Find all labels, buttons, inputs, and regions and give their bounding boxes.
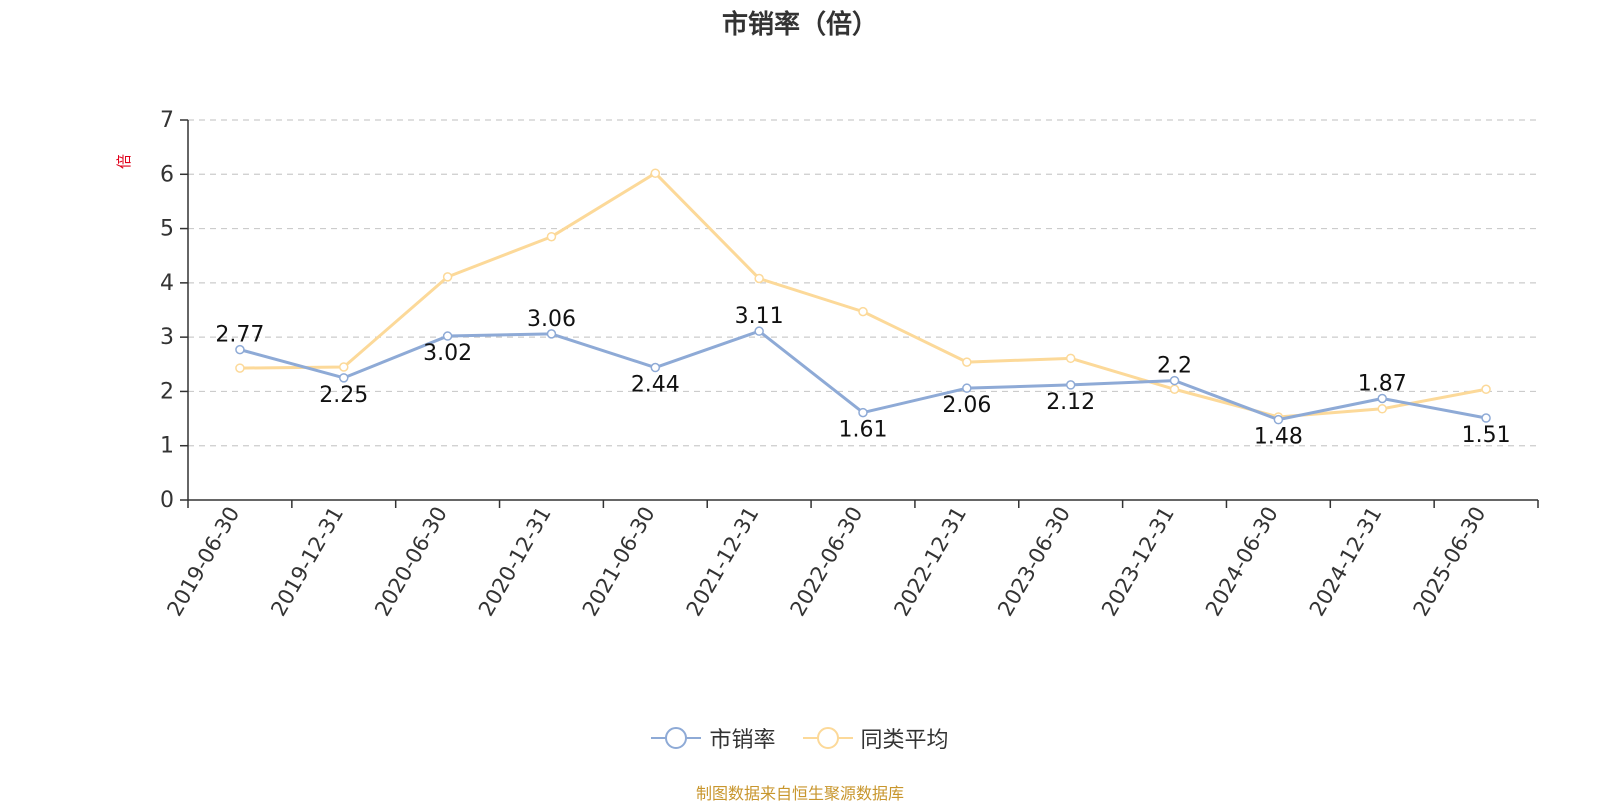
y-tick-label: 7 [160,108,174,133]
x-tick-label: 2025-06-30 [1409,503,1491,621]
data-label-series-0: 3.06 [527,307,576,332]
data-point-series-1 [754,273,764,284]
x-tick-label: 2020-06-30 [370,502,452,620]
data-label-series-0: 2.44 [631,373,680,398]
data-point-series-0 [962,383,972,393]
x-tick-label: 2020-12-31 [474,503,556,621]
data-point-series-1 [235,363,245,373]
data-label-series-0: 2.12 [1046,390,1095,415]
y-tick-label: 3 [160,325,174,350]
data-point-series-0 [858,407,868,418]
data-point-series-0 [1481,413,1491,423]
data-label-series-0: 1.61 [839,418,888,443]
y-tick-label: 6 [160,162,174,187]
data-point-series-0 [235,344,245,355]
data-point-series-1 [1169,384,1180,395]
data-point-series-0 [1065,380,1076,390]
x-tick-label: 2021-06-30 [578,503,660,621]
data-point-series-1 [1481,384,1491,395]
x-tick-label: 2023-12-31 [1097,503,1179,621]
data-point-series-1 [339,362,349,372]
legend-item-series-1[interactable]: 同类平均 [802,722,949,754]
data-point-series-0 [754,326,764,336]
chart-title: 市销率（倍） [721,10,878,40]
data-point-series-1 [962,357,972,367]
legend-item-series-0[interactable]: 市销率 [651,722,776,754]
x-tick-label: 2024-06-30 [1201,503,1283,621]
x-tick-label: 2022-12-31 [889,503,971,621]
data-point-series-0 [1273,414,1284,425]
source-note: 制图数据来自恒生聚源数据库 [695,784,904,803]
data-point-series-0 [546,329,557,339]
data-point-series-0 [1377,393,1387,404]
data-point-series-0 [1169,375,1180,386]
x-tick-label: 2019-06-30 [162,503,244,621]
data-point-series-0 [339,373,349,383]
data-label-series-0: 1.48 [1254,425,1303,450]
series-line-1 [239,171,1487,419]
data-point-series-1 [1377,404,1387,414]
x-tick-label: 2023-06-30 [993,503,1075,621]
data-point-series-1 [1065,353,1076,364]
legend-label-series-1: 同类平均 [860,728,949,753]
data-point-series-1 [650,168,661,178]
legend-swatch-series-1 [802,727,853,749]
data-point-series-1 [858,306,868,317]
y-tick-label: 2 [160,379,174,404]
data-label-series-0: 2.77 [215,323,264,348]
data-point-series-1 [546,231,557,242]
x-tick-label: 2021-12-31 [682,503,764,621]
data-point-series-0 [442,331,453,341]
legend: 市销率 同类平均 [0,722,1600,756]
legend-label-series-0: 市销率 [709,728,776,753]
data-label-series-0: 1.87 [1358,371,1407,396]
x-tick-label: 2024-12-31 [1305,503,1387,621]
y-tick-label: 0 [160,488,174,513]
data-label-series-0: 3.02 [423,341,472,366]
x-tick-label: 2022-06-30 [786,503,868,621]
data-label-series-0: 2.25 [319,383,368,408]
y-tick-label: 4 [160,271,174,296]
data-point-series-0 [650,362,661,373]
y-tick-label: 5 [160,217,174,242]
data-label-series-0: 1.51 [1462,423,1511,448]
data-point-series-1 [442,272,453,282]
legend-swatch-series-0 [651,727,702,749]
data-label-series-0: 2.06 [942,393,991,418]
data-label-series-0: 3.11 [735,304,784,329]
y-tick-label: 1 [160,434,174,459]
x-tick-label: 2019-12-31 [266,503,348,621]
data-label-series-0: 2.2 [1157,354,1192,379]
